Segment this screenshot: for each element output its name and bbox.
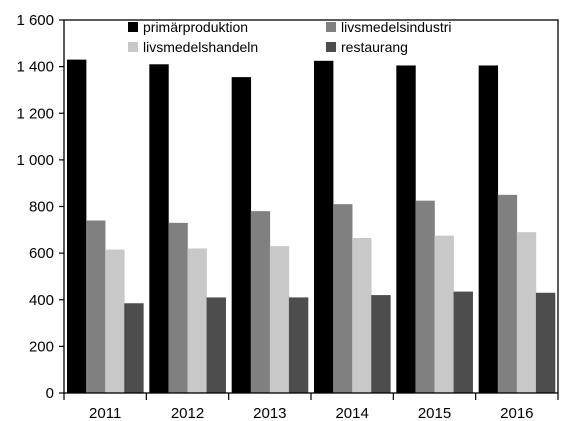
x-tick-label: 2014 (335, 405, 368, 421)
legend-label-livsmedelshandeln: livsmedelshandeln (143, 39, 258, 55)
bar-primärproduktion-2011 (67, 59, 87, 393)
y-tick-label: 1 000 (16, 152, 54, 169)
bar-primärproduktion-2013 (231, 77, 252, 394)
bar-restaurang-2011 (124, 303, 144, 393)
bar-primärproduktion-2015 (396, 65, 416, 394)
y-tick-label: 800 (29, 199, 54, 216)
legend-swatch-livsmedelsindustri (326, 22, 336, 32)
bar-restaurang-2015 (453, 291, 473, 393)
bar-livsmedelshandeln-2012 (187, 248, 207, 393)
bar-restaurang-2016 (535, 292, 556, 393)
x-ticks-group: 2011 2012 2013 2014 2015 2016 (63, 393, 559, 421)
y-tick-label: 1 200 (16, 105, 54, 122)
legend-label-restaurang: restaurang (341, 39, 408, 55)
bar-livsmedelsindustri-2012 (168, 222, 188, 393)
bar-livsmedelshandeln-2014 (352, 237, 372, 393)
legend: primärproduktion livsmedelsindustri livsme… (128, 19, 451, 55)
bar-livsmedelshandeln-2016 (516, 232, 537, 393)
bar-primärproduktion-2016 (478, 65, 499, 394)
bar-livsmedelshandeln-2011 (105, 249, 125, 393)
bar-livsmedelshandeln-2015 (434, 235, 454, 393)
y-tick-label: 1 400 (16, 59, 54, 76)
x-tick-label: 2013 (253, 405, 286, 421)
legend-swatch-restaurang (326, 42, 336, 52)
bar-livsmedelsindustri-2014 (333, 204, 353, 393)
x-tick-label: 2011 (89, 405, 121, 421)
x-tick-label: 2016 (500, 405, 533, 421)
y-tick-label: 600 (29, 245, 54, 262)
x-tick-label: 2012 (171, 405, 204, 421)
bar-livsmedelsindustri-2011 (86, 220, 106, 393)
bar-livsmedelsindustri-2016 (497, 194, 518, 393)
bar-restaurang-2013 (288, 297, 309, 393)
legend-swatch-livsmedelshandeln (128, 42, 138, 52)
x-tick-label: 2015 (418, 405, 451, 421)
bar-livsmedelsindustri-2013 (250, 211, 271, 393)
bar-restaurang-2012 (206, 297, 226, 393)
bar-primärproduktion-2012 (149, 64, 169, 393)
legend-label-primärproduktion: primärproduktion (143, 19, 248, 35)
legend-label-livsmedelsindustri: livsmedelsindustri (341, 19, 451, 35)
y-ticks-group: 0 200 400 600 800 1 000 1 200 1 400 1 600 (16, 12, 64, 402)
bar-livsmedelsindustri-2015 (415, 200, 435, 393)
bar-restaurang-2014 (371, 295, 391, 393)
y-tick-label: 0 (46, 385, 54, 402)
legend-swatch-primärproduktion (128, 22, 138, 32)
bars-group (67, 59, 556, 394)
y-tick-label: 200 (29, 338, 54, 355)
bar-primärproduktion-2014 (314, 60, 334, 394)
y-tick-label: 400 (29, 292, 54, 309)
bar-livsmedelshandeln-2013 (269, 246, 290, 393)
y-tick-label: 1 600 (16, 12, 54, 29)
